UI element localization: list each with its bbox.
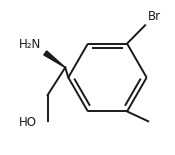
Polygon shape	[44, 51, 65, 68]
Text: HO: HO	[19, 116, 37, 129]
Text: Br: Br	[148, 10, 161, 23]
Text: H₂N: H₂N	[19, 38, 41, 51]
